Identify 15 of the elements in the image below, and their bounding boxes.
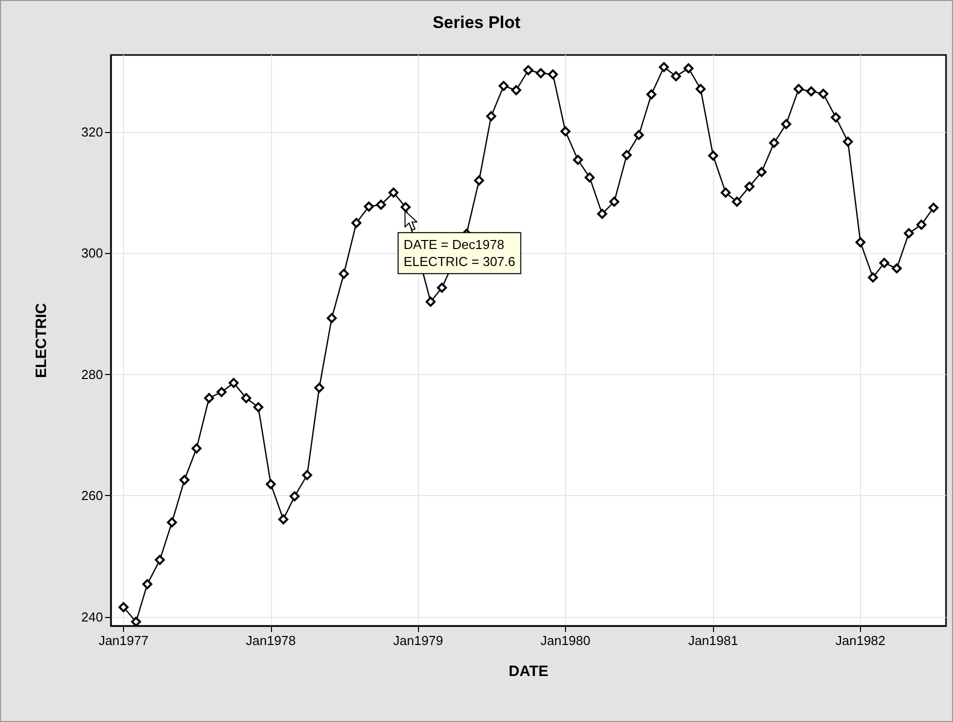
y-tick-label: 240 (81, 609, 103, 624)
x-tick-label: Jan1977 (98, 633, 148, 648)
y-tick-label: 300 (81, 246, 103, 261)
chart-title: Series Plot (432, 13, 521, 32)
x-tick-label: Jan1979 (393, 633, 444, 648)
x-axis-title: DATE (508, 663, 548, 680)
y-tick-label: 260 (81, 488, 103, 504)
y-tick-label: 280 (81, 366, 103, 382)
x-tick-label: Jan1980 (540, 633, 590, 648)
x-tick-label: Jan1978 (246, 633, 296, 648)
x-tick-label: Jan1982 (835, 633, 886, 648)
x-tick-label: Jan1981 (688, 633, 738, 648)
annotation: DATE = Dec1978 ELECTRIC = 307.6 (404, 237, 516, 270)
y-tick-label: 320 (81, 124, 103, 140)
y-axis-title: ELECTRIC (33, 302, 50, 378)
